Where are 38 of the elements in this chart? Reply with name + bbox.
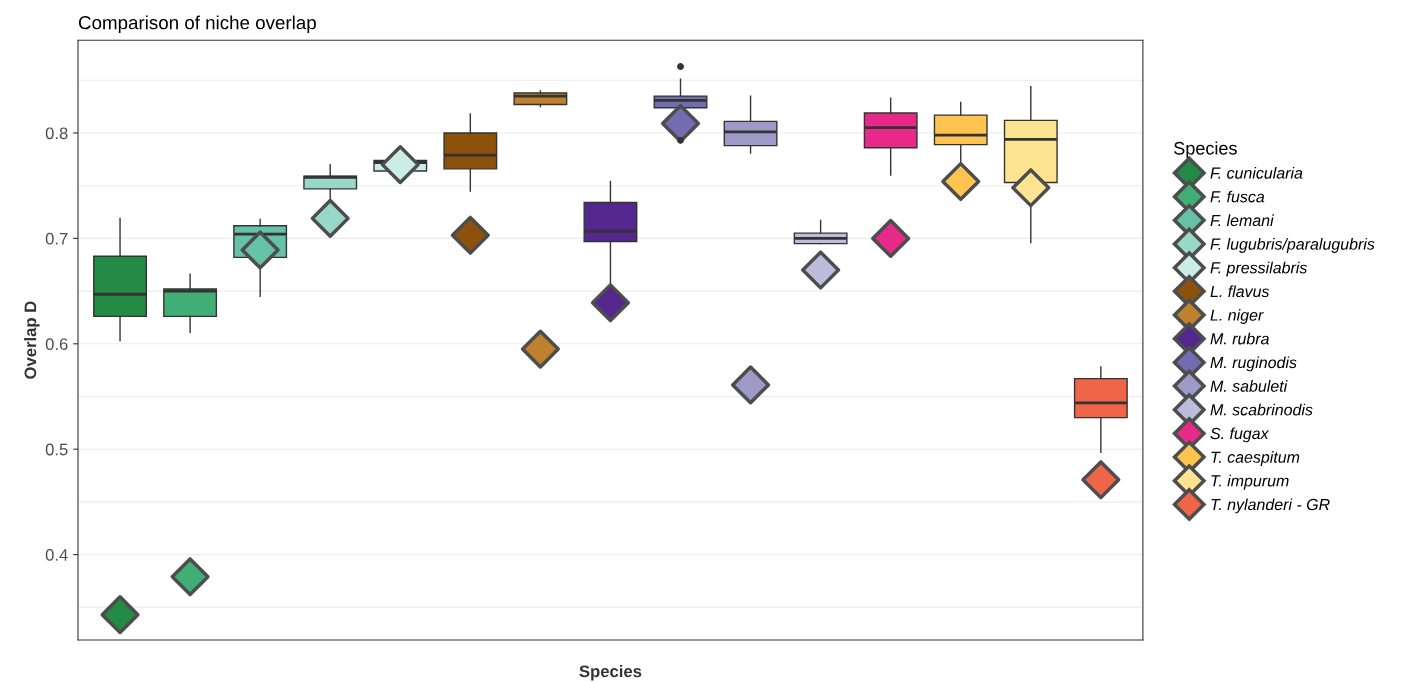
y-tick-label: 0.5 [45, 443, 68, 456]
legend-label: L. niger [1210, 309, 1264, 324]
point [170, 557, 210, 597]
chart-title: Comparison of niche overlap [78, 15, 316, 34]
legend-label: T. nylanderi - GR [1211, 498, 1330, 514]
legend-label: L. flavus [1210, 285, 1270, 298]
legend-label: F. fusca [1210, 190, 1265, 203]
y-tick-label: 0.7 [45, 232, 68, 245]
y-tick-label: 0.6 [45, 338, 68, 351]
legend-label: F. pressilabris [1210, 261, 1308, 277]
legend-label: F. lugubris/paralugubris [1210, 238, 1375, 253]
legend-title: Species [1174, 141, 1237, 159]
point [1081, 460, 1121, 500]
point [380, 145, 420, 185]
point [590, 283, 631, 323]
point [801, 250, 841, 290]
legend-label: S. fugax [1210, 427, 1270, 443]
y-tick-label: 0.8 [45, 127, 68, 140]
legend-label: F. lemani [1210, 214, 1274, 227]
y-tick-label: 0.4 [45, 549, 68, 561]
legend-label: M. rubra [1210, 332, 1269, 345]
point [450, 215, 490, 255]
legend-label: M. sabuleti [1210, 380, 1288, 392]
legend-label: M. ruginodis [1210, 356, 1297, 372]
legend-label: F. cunicularia [1210, 167, 1303, 179]
point [310, 198, 350, 238]
point [730, 365, 771, 405]
point [941, 161, 981, 202]
point [1011, 168, 1051, 208]
point [871, 218, 911, 258]
point [100, 595, 140, 635]
x-axis-title: Species [579, 664, 642, 681]
legend-label: T. caespitum [1211, 451, 1300, 466]
legend-label: T. impurum [1211, 474, 1289, 490]
point [520, 329, 560, 369]
point [240, 230, 280, 270]
legend-label: M. scabrinodis [1210, 403, 1313, 416]
y-axis-title: Overlap D [24, 301, 40, 379]
